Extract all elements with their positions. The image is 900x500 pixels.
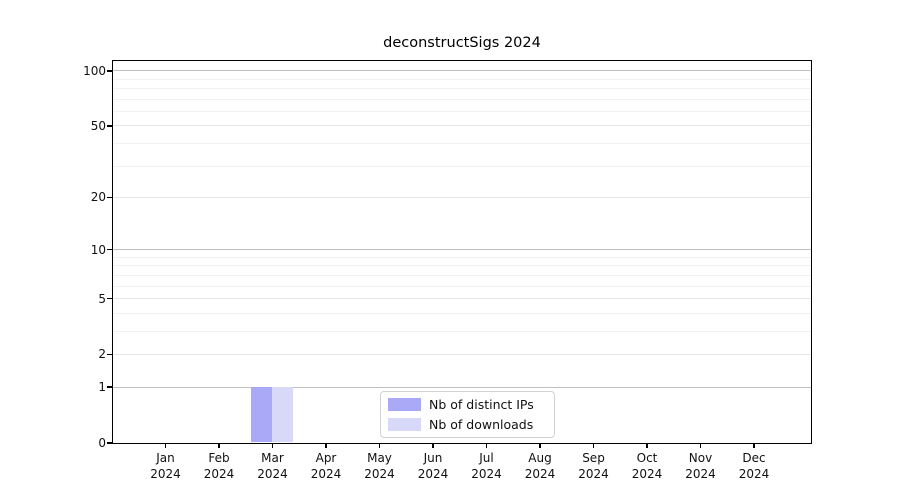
legend-label-downloads: Nb of downloads	[429, 417, 534, 432]
x-tick-month: Jul	[479, 451, 494, 465]
y-tick-label-0: 0	[98, 436, 106, 450]
x-tick-year: 2024	[150, 466, 181, 481]
gridline-1	[112, 386, 811, 388]
x-tick-dec	[753, 443, 755, 448]
gridline-minor	[112, 330, 811, 332]
y-tick-label-100: 100	[83, 63, 106, 78]
x-tick-year: 2024	[471, 466, 502, 481]
x-tick-year: 2024	[257, 466, 288, 481]
gridline-2	[112, 353, 811, 355]
gridline-minor	[112, 312, 811, 314]
y-tick-label-50: 50	[90, 118, 106, 133]
gridline-100	[112, 70, 811, 72]
legend-swatch-downloads	[388, 418, 421, 431]
y-tick-100	[107, 70, 112, 72]
x-tick-year: 2024	[310, 466, 342, 481]
x-tick-jul	[485, 443, 488, 448]
x-tick-sep	[592, 443, 595, 448]
x-tick-aug	[539, 443, 541, 448]
legend-label-distinct-ips: Nb of distinct IPs	[429, 397, 534, 412]
gridline-minor	[112, 78, 811, 80]
x-tick-nov	[699, 443, 702, 448]
x-tick-label-apr: Apr 2024	[291, 451, 361, 482]
x-tick-label-jun: Jun 2024	[398, 451, 468, 482]
gridline-minor	[112, 98, 811, 100]
x-tick-month: May	[367, 451, 392, 465]
bar-downloads-mar	[272, 386, 294, 443]
gridline-minor	[112, 285, 811, 287]
x-tick-jun	[432, 443, 434, 448]
y-tick-2	[107, 353, 112, 356]
gridline-minor	[112, 265, 811, 267]
x-tick-month: Apr	[315, 451, 337, 465]
y-tick-20	[107, 196, 112, 199]
x-tick-month: Oct	[636, 451, 658, 465]
x-tick-oct	[646, 443, 648, 448]
legend-item-downloads: Nb of downloads	[388, 417, 554, 432]
x-tick-year: 2024	[685, 466, 716, 481]
plot-area	[111, 59, 812, 444]
chart-title: deconstructSigs 2024	[383, 35, 541, 51]
y-tick-1	[107, 386, 112, 388]
legend: Nb of distinct IPs Nb of downloads	[380, 391, 555, 438]
x-tick-label-may: May 2024	[345, 451, 415, 482]
gridline-5	[112, 298, 811, 299]
y-tick-0	[107, 442, 112, 444]
x-tick-year: 2024	[364, 466, 395, 481]
y-tick-label-1: 1	[98, 380, 106, 395]
x-tick-mar	[271, 443, 274, 448]
x-tick-label-dec: Dec 2024	[719, 451, 789, 482]
x-tick-year: 2024	[631, 466, 663, 481]
x-tick-may	[378, 443, 381, 448]
y-tick-50	[107, 125, 112, 127]
x-tick-label-jan: Jan 2024	[131, 451, 201, 482]
gridline-minor	[112, 143, 811, 144]
x-tick-month: Sep	[582, 451, 605, 465]
x-tick-label-mar: Mar 2024	[238, 451, 308, 482]
x-tick-jan	[164, 443, 167, 448]
x-tick-year: 2024	[578, 466, 609, 481]
y-tick-label-10: 10	[90, 242, 106, 257]
x-tick-month: Jan	[156, 451, 175, 465]
x-tick-month: Dec	[742, 451, 766, 465]
y-tick-5	[107, 297, 112, 300]
gridline-10	[112, 249, 811, 251]
x-tick-label-feb: Feb 2024	[184, 451, 254, 482]
x-tick-year: 2024	[417, 466, 449, 481]
y-tick-10	[107, 248, 112, 251]
y-tick-label-2: 2	[98, 347, 106, 362]
gridline-minor	[112, 256, 811, 258]
x-tick-label-sep: Sep 2024	[559, 451, 629, 482]
x-tick-month: Jun	[423, 451, 443, 465]
x-tick-month: Feb	[208, 451, 230, 465]
x-tick-month: Nov	[688, 451, 713, 465]
gridline-minor	[112, 110, 811, 112]
legend-swatch-distinct-ips	[388, 398, 421, 411]
x-tick-label-aug: Aug 2024	[505, 451, 575, 482]
y-tick-label-5: 5	[98, 291, 106, 306]
bar-distinct-ips-mar	[250, 386, 272, 443]
x-tick-year: 2024	[203, 466, 235, 481]
gridline-minor	[112, 165, 811, 167]
x-tick-apr	[325, 443, 327, 448]
x-tick-label-nov: Nov 2024	[666, 451, 736, 482]
gridline-minor	[112, 88, 811, 90]
x-tick-year: 2024	[524, 466, 556, 481]
x-tick-year: 2024	[738, 466, 770, 481]
y-tick-label-20: 20	[90, 190, 106, 205]
x-tick-feb	[218, 443, 220, 448]
x-tick-month: Mar	[261, 451, 284, 465]
gridline-20	[112, 196, 811, 198]
legend-item-distinct-ips: Nb of distinct IPs	[388, 397, 554, 412]
x-tick-month: Aug	[528, 451, 552, 465]
x-tick-label-oct: Oct 2024	[612, 451, 682, 482]
gridline-50	[112, 125, 811, 127]
x-tick-label-jul: Jul 2024	[452, 451, 522, 482]
gridline-minor	[112, 274, 811, 276]
